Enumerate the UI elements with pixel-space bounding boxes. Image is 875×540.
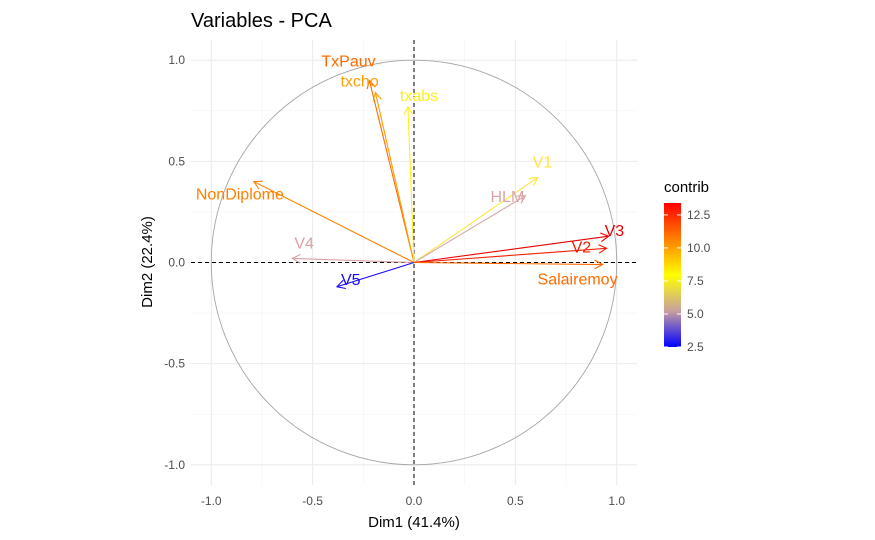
label-v1: V1 (533, 155, 553, 172)
label-txcho: txcho (340, 74, 378, 91)
arrowhead-v4 (291, 253, 301, 264)
arrowhead-hlm (516, 195, 527, 204)
y-tick-label: 0.0 (168, 256, 185, 270)
legend-label: 2.5 (687, 340, 704, 354)
plot-area: -1.0 -0.5 0.0 0.5 1.0 -1.0 -0.5 0.0 0.5 1.0 TxPauv… (164, 40, 637, 508)
y-tick-label: 1.0 (168, 53, 185, 67)
legend-label: 12.5 (687, 208, 711, 222)
arrowhead-v5 (335, 279, 346, 290)
arrowhead-txcho (372, 91, 382, 102)
arrowhead-v3 (600, 232, 610, 242)
arrowhead-txabs (403, 105, 414, 116)
legend-label: 7.5 (687, 274, 704, 288)
legend: contrib 12.5 10.0 7.5 5.0 2.5 (664, 179, 711, 354)
legend-colorbar (664, 203, 681, 347)
arrow-v1 (413, 177, 538, 263)
arrowhead-v2 (598, 244, 608, 254)
arrow-salairemoy (413, 261, 603, 266)
x-axis-title: Dim1 (41.4%) (368, 514, 460, 531)
label-v2: V2 (572, 239, 592, 256)
label-salairemoy: Salairemoy (538, 272, 618, 289)
arrow-nondiplome (253, 181, 415, 263)
arrow-v2 (413, 247, 607, 264)
legend-label: 5.0 (687, 307, 704, 321)
arrow-v5 (336, 261, 415, 288)
arrowhead-salairemoy (594, 259, 604, 270)
arrowhead-v1 (528, 176, 539, 186)
arrowhead-nondiplome (252, 180, 263, 190)
arrow-txcho (374, 92, 415, 263)
x-tick-label: 0.0 (406, 494, 423, 508)
arrow-v3 (413, 235, 609, 264)
label-hlm: HLM (491, 189, 525, 206)
label-v4: V4 (294, 235, 314, 252)
chart-title: Variables - PCA (191, 10, 332, 32)
x-tick-label: 0.5 (507, 494, 524, 508)
x-tick-label: 1.0 (608, 494, 625, 508)
arrowhead-txpauv (366, 79, 376, 90)
x-tick-label: -0.5 (302, 494, 323, 508)
arrow-txabs (407, 106, 415, 263)
y-axis-title: Dim2 (22.4%) (139, 216, 156, 308)
correlation-circle (210, 59, 618, 466)
label-v3: V3 (605, 223, 625, 240)
legend-label: 10.0 (687, 241, 711, 255)
y-tick-label: -1.0 (164, 458, 185, 472)
label-txabs: txabs (400, 88, 438, 105)
arrow-hlm (413, 195, 526, 263)
label-txpauv: TxPauv (321, 53, 375, 70)
legend-title: contrib (664, 179, 709, 196)
x-tick-label: -1.0 (201, 494, 222, 508)
label-nondiplome: NonDiplome (196, 187, 284, 204)
y-tick-label: -0.5 (164, 357, 185, 371)
label-v5: V5 (341, 272, 361, 289)
arrow-v4 (292, 257, 415, 264)
y-tick-label: 0.5 (168, 154, 185, 168)
